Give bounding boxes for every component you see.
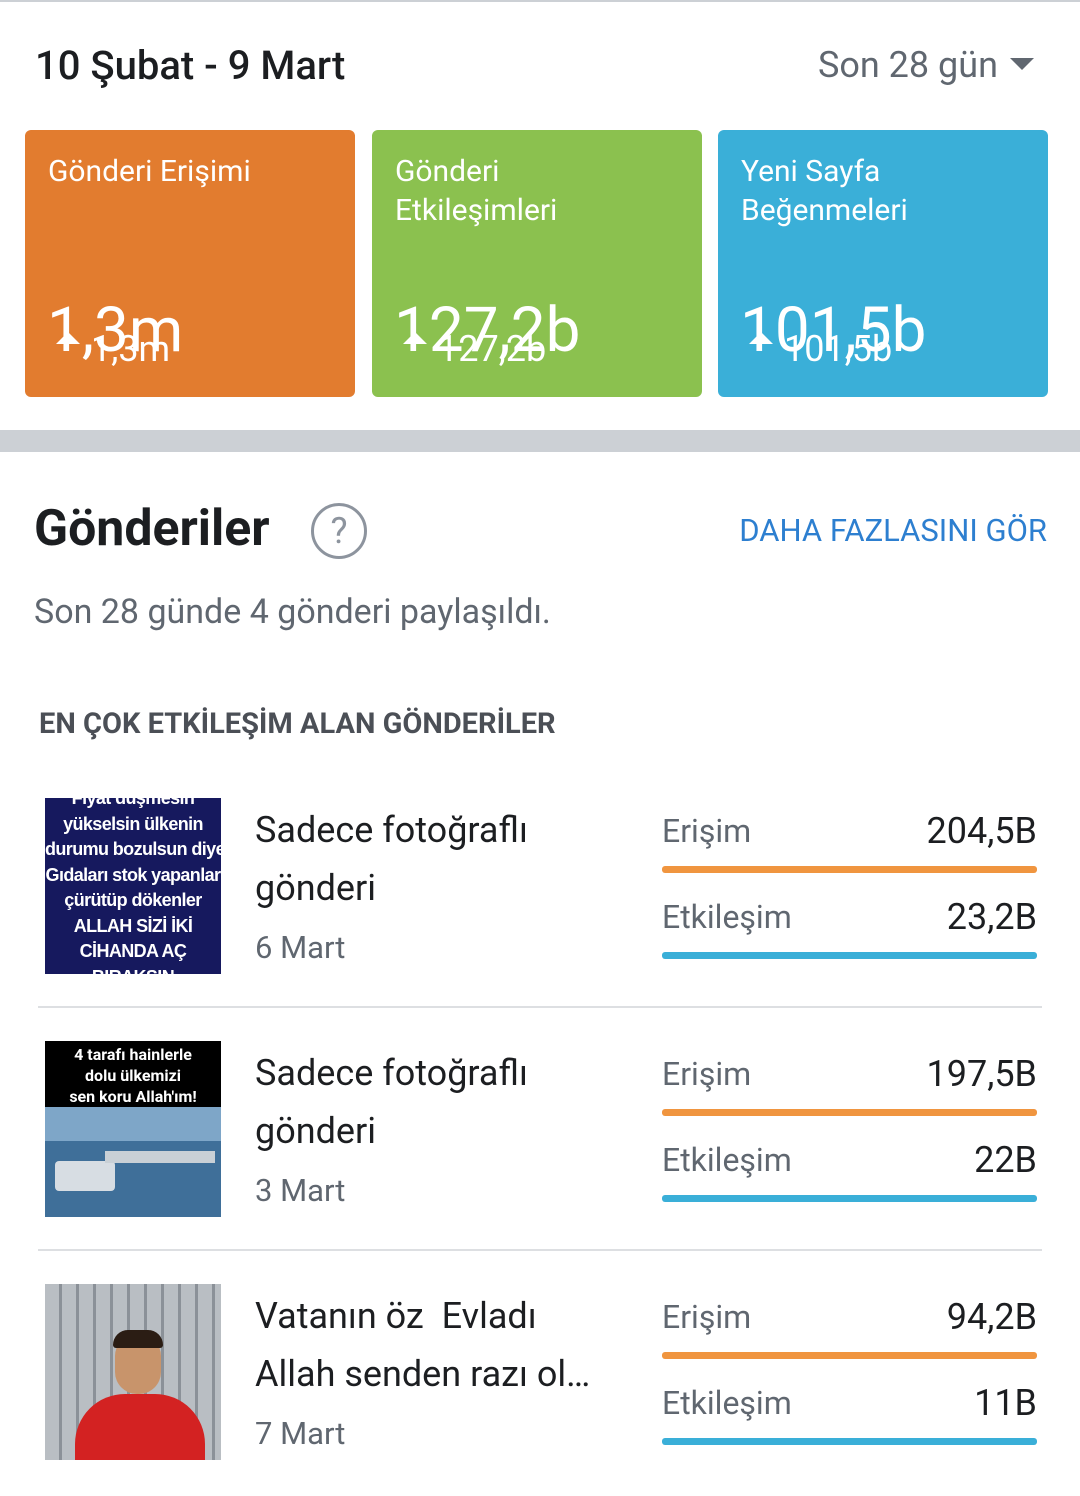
thumbnail-text-line: durumu bozulsun diye	[45, 839, 221, 859]
up-arrow-icon	[56, 332, 80, 344]
section-title: Gönderiler	[34, 500, 270, 558]
metric-bar	[662, 952, 1037, 959]
section-separator	[0, 430, 1080, 452]
thumbnail-text: Fiyat düşmesin yükselsin ülkenin durumu bo…	[45, 798, 221, 974]
post-title[interactable]: gönderi	[255, 867, 376, 909]
post-title[interactable]: gönderi	[255, 1110, 376, 1152]
metric-value: 23,2B	[946, 896, 1037, 938]
metric-bar	[662, 1352, 1037, 1359]
ship-shape	[105, 1151, 215, 1163]
thumbnail-text: 4 tarafı hainlerle dolu ülkemizi sen koru …	[45, 1044, 221, 1107]
card-change: 1,3m	[91, 328, 171, 370]
metric-value: 204,5B	[926, 810, 1037, 852]
metric-bar	[662, 1109, 1037, 1116]
list-heading: EN ÇOK ETKİLEŞİM ALAN GÖNDERİLER	[39, 707, 556, 741]
card-title-line: Gönderi Erişimi	[48, 154, 251, 189]
metric-value: 22B	[974, 1139, 1037, 1181]
metric-bar	[662, 1438, 1037, 1445]
thumbnail-text-line: 4 tarafı hainlerle	[74, 1045, 192, 1064]
card-title: Yeni Sayfa Beğenmeleri	[741, 152, 908, 230]
thumbnail-text-line: Gıdaları stok yapanlar	[45, 864, 221, 885]
help-icon[interactable]: ?	[311, 503, 367, 559]
card-value: 127,2b	[394, 294, 581, 367]
card-title: Gönderi Erişimi	[48, 152, 251, 191]
metric-bar	[662, 1195, 1037, 1202]
date-range: 10 Şubat - 9 Mart	[35, 42, 346, 89]
summary-card[interactable]: Gönderi Erişimi 1,3m 1,3m	[25, 130, 355, 397]
row-divider	[38, 1249, 1042, 1251]
metric-label: Etkileşim	[662, 1384, 792, 1422]
up-arrow-icon	[749, 332, 773, 344]
summary-card[interactable]: Gönderi Etkileşimleri 127,2b 127,2b	[372, 130, 702, 397]
thumbnail-text-line: yükselsin ülkenin	[63, 813, 203, 834]
thumbnail-text-line: çürütüp dökenler	[64, 890, 202, 910]
card-title-line: Beğenmeleri	[741, 193, 908, 228]
metric-label: Etkileşim	[662, 898, 792, 936]
thumbnail-text-line: CİHANDA AÇ	[79, 941, 187, 961]
thumbnail-text-line: sen koru Allah'ım!	[69, 1087, 197, 1106]
post-title[interactable]: Allah senden razı ol…	[255, 1353, 591, 1395]
post-date: 6 Mart	[255, 929, 346, 966]
card-change: 127,2b	[438, 328, 547, 370]
metric-label: Erişim	[662, 1298, 752, 1336]
metric-value: 11B	[974, 1382, 1037, 1424]
card-change: 101,5b	[784, 328, 893, 370]
post-title[interactable]: Sadece fotoğraflı	[255, 1052, 528, 1094]
card-title-line: Etkileşimleri	[395, 193, 558, 228]
card-title-line: Gönderi	[395, 154, 500, 189]
thumbnail-text-line: Fiyat düşmesin	[71, 798, 195, 808]
top-border	[0, 0, 1080, 2]
metric-value: 94,2B	[946, 1296, 1037, 1338]
see-more-link[interactable]: DAHA FAZLASINI GÖR	[739, 512, 1047, 549]
period-dropdown[interactable]: Son 28 gün	[817, 44, 998, 86]
thumbnail-text-line: ALLAH SİZİ İKİ	[73, 915, 193, 936]
post-title[interactable]: Vatanın öz Evladı	[255, 1295, 537, 1337]
card-title: Gönderi Etkileşimleri	[395, 152, 557, 230]
up-arrow-icon	[403, 332, 427, 344]
card-title-line: Yeni Sayfa	[741, 154, 881, 189]
post-date: 7 Mart	[255, 1415, 346, 1452]
post-thumbnail[interactable]	[45, 1284, 221, 1460]
summary-card[interactable]: Yeni Sayfa Beğenmeleri 101,5b 101,5b	[718, 130, 1048, 397]
card-value: 1,3m	[47, 294, 184, 367]
person-hair	[113, 1330, 163, 1348]
thumbnail-text-line: dolu ülkemizi	[85, 1066, 181, 1085]
card-value: 101,5b	[740, 294, 927, 367]
metric-bar	[662, 866, 1037, 873]
metric-value: 197,5B	[926, 1053, 1037, 1095]
dropdown-caret[interactable]	[1010, 58, 1034, 70]
post-thumbnail[interactable]: Fiyat düşmesin yükselsin ülkenin durumu bo…	[45, 798, 221, 974]
posts-summary: Son 28 günde 4 gönderi paylaşıldı.	[34, 592, 551, 632]
post-thumbnail[interactable]: 4 tarafı hainlerle dolu ülkemizi sen koru …	[45, 1041, 221, 1217]
ship-shape	[55, 1161, 115, 1191]
metric-label: Erişim	[662, 1055, 752, 1093]
post-date: 3 Mart	[255, 1172, 346, 1209]
post-title[interactable]: Sadece fotoğraflı	[255, 809, 528, 851]
row-divider	[38, 1006, 1042, 1008]
metric-label: Etkileşim	[662, 1141, 792, 1179]
thumbnail-text-line: BIRAKSIN	[45, 965, 221, 975]
person-body	[75, 1394, 205, 1460]
metric-label: Erişim	[662, 812, 752, 850]
